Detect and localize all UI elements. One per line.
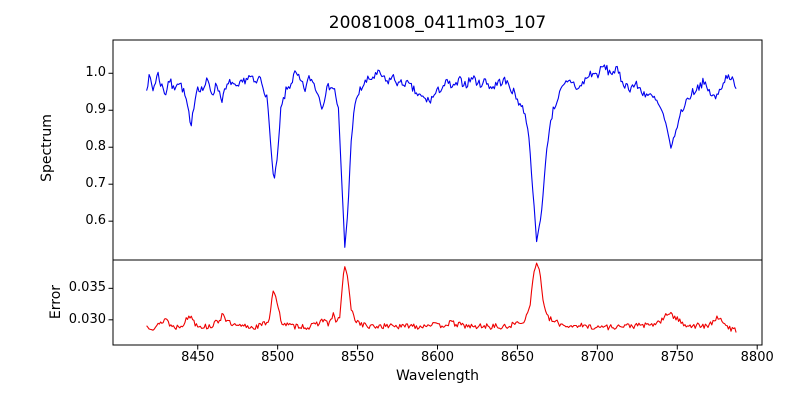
error-line bbox=[146, 262, 737, 333]
x-tick-label: 8550 bbox=[341, 350, 375, 365]
y-tick-label: 0.035 bbox=[68, 280, 106, 296]
x-axis-label: Wavelength bbox=[395, 368, 480, 384]
y-tick-label: 0.6 bbox=[85, 213, 106, 229]
error-panel-border bbox=[112, 259, 763, 346]
y-tick-label: 0.7 bbox=[85, 176, 106, 192]
spectrum-line bbox=[146, 64, 737, 248]
x-tick-label: 8750 bbox=[660, 350, 694, 365]
y-tick-label: 0.9 bbox=[85, 102, 106, 118]
x-tick-label: 8500 bbox=[261, 350, 295, 365]
spectrum-panel-border bbox=[112, 39, 763, 261]
axes-spines bbox=[112, 39, 763, 346]
tick-marks-layer bbox=[108, 72, 758, 350]
x-tick-label: 8650 bbox=[500, 350, 534, 365]
y-tick-label: 0.030 bbox=[68, 311, 106, 327]
x-tick-label: 8700 bbox=[580, 350, 614, 365]
x-tick-label: 8450 bbox=[181, 350, 215, 365]
data-series-layer bbox=[146, 64, 737, 333]
x-tick-label: 8800 bbox=[740, 350, 774, 365]
y-tick-label: 1.0 bbox=[85, 65, 106, 81]
y-tick-label: 0.8 bbox=[85, 139, 106, 155]
chart-title: 20081008_0411m03_107 bbox=[328, 13, 547, 33]
x-tick-label: 8600 bbox=[420, 350, 455, 365]
